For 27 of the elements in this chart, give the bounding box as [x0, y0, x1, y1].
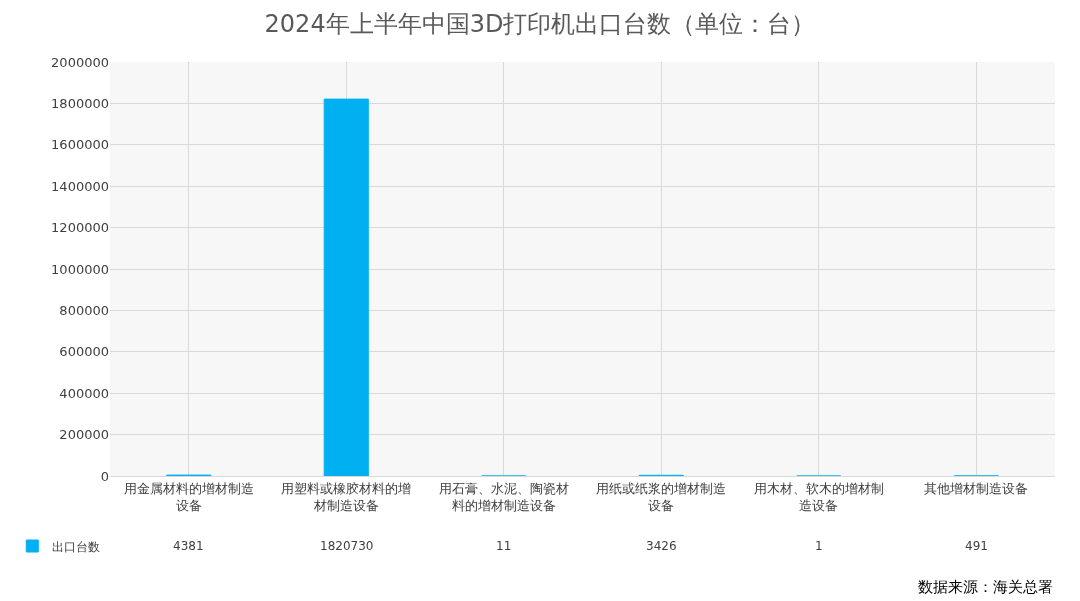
- y-tick-label: 1800000: [51, 95, 109, 111]
- y-tick-label: 600000: [59, 344, 109, 360]
- y-tick-label: 800000: [59, 302, 109, 318]
- x-tick-label: 其他增材制造设备: [924, 480, 1029, 496]
- data-label: 4381: [173, 539, 204, 553]
- y-tick-label: 1200000: [51, 220, 109, 236]
- y-tick-label: 1600000: [51, 137, 109, 153]
- chart-title: 2024年上半年中国3D打印机出口台数（单位：台）: [264, 10, 816, 39]
- y-tick-label: 200000: [59, 427, 109, 443]
- data-label: 1: [815, 539, 823, 553]
- data-label: 3426: [646, 539, 677, 553]
- y-tick-label: 400000: [59, 385, 109, 401]
- y-tick-label: 2000000: [51, 54, 109, 70]
- x-tick-label: 用塑料或橡胶材料的增材制造设备: [281, 480, 412, 513]
- x-tick-label: 用石膏、水泥、陶瓷材料的增材制造设备: [438, 480, 569, 513]
- data-label: 1820730: [320, 539, 374, 553]
- x-tick-label: 用木材、软木的增材制造设备: [753, 480, 884, 513]
- x-tick-label: 用纸或纸浆的增材制造设备: [596, 480, 727, 513]
- bar: [323, 98, 369, 476]
- y-tick-label: 1000000: [51, 261, 109, 277]
- x-tick-label: 用金属材料的增材制造设备: [123, 480, 254, 513]
- data-label: 11: [496, 539, 512, 553]
- data-label: 491: [965, 539, 988, 553]
- legend-label: 出口台数: [52, 539, 101, 554]
- source-note: 数据来源：海关总署: [918, 578, 1053, 596]
- y-tick-label: 0: [100, 468, 109, 484]
- y-tick-label: 1400000: [51, 178, 109, 194]
